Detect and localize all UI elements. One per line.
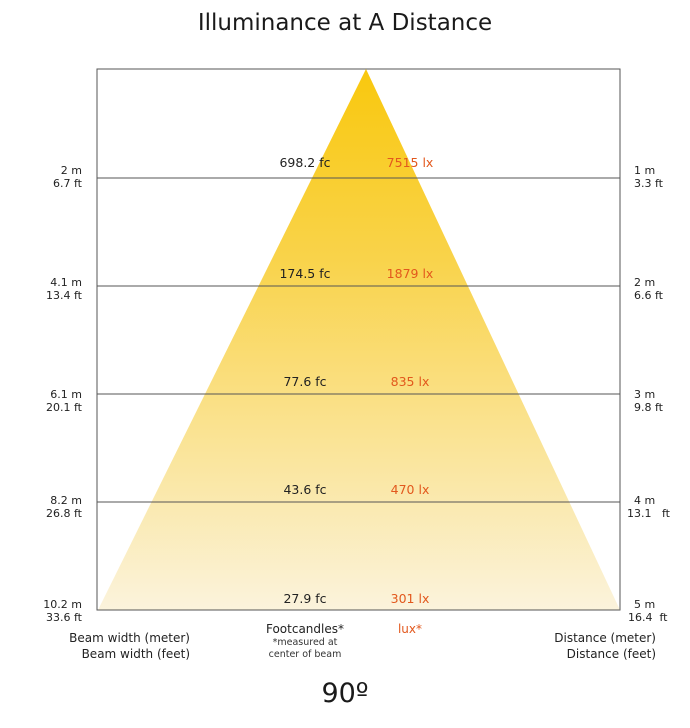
footcandles-note-line-1: *measured at bbox=[272, 637, 338, 648]
footcandles-value: 698.2 fc bbox=[279, 155, 331, 170]
lux-value: 1879 lx bbox=[386, 266, 434, 281]
footcandles-note-line-2: center of beam bbox=[268, 649, 342, 660]
beam-width-feet: 20.1 ft bbox=[46, 401, 82, 414]
lux-value: 835 lx bbox=[390, 374, 430, 389]
beam-width-feet: 13.4 ft bbox=[46, 289, 82, 302]
beam-width-meter-legend: Beam width (meter) bbox=[69, 631, 190, 645]
lux-header: lux* bbox=[397, 622, 423, 636]
footcandles-value: 174.5 fc bbox=[279, 266, 331, 281]
footcandles-value: 77.6 fc bbox=[283, 374, 327, 389]
beam-width-meter: 2 m bbox=[60, 164, 82, 177]
distance-feet: 13.1 ft bbox=[627, 507, 670, 520]
light-beam-cone bbox=[98, 69, 620, 610]
distance-label: 1 m 3.3 ft bbox=[634, 164, 663, 190]
distance-label: 3 m 9.8 ft bbox=[634, 388, 663, 414]
distance-feet: 6.6 ft bbox=[634, 289, 663, 302]
beam-width-label: 10.2 m 33.6 ft bbox=[2, 598, 82, 624]
beam-width-legend: Beam width (meter) Beam width (feet) bbox=[20, 630, 190, 662]
footcandles-note: *measured at center of beam bbox=[240, 637, 370, 661]
beam-width-feet: 6.7 ft bbox=[53, 177, 82, 190]
beam-width-label: 6.1 m 20.1 ft bbox=[2, 388, 82, 414]
beam-width-label: 8.2 m 26.8 ft bbox=[2, 494, 82, 520]
footcandles-header: Footcandles* bbox=[265, 622, 344, 636]
lux-value: 301 lx bbox=[390, 591, 430, 606]
beam-width-meter: 6.1 m bbox=[50, 388, 82, 401]
beam-width-feet: 26.8 ft bbox=[46, 507, 82, 520]
distance-meter: 3 m bbox=[634, 388, 656, 401]
distance-meter: 4 m bbox=[634, 494, 656, 507]
distance-meter-legend: Distance (meter) bbox=[554, 631, 656, 645]
beam-width-label: 2 m 6.7 ft bbox=[2, 164, 82, 190]
beam-width-feet: 33.6 ft bbox=[46, 611, 82, 624]
distance-feet-legend: Distance (feet) bbox=[566, 647, 656, 661]
distance-meter: 2 m bbox=[634, 276, 656, 289]
beam-width-label: 4.1 m 13.4 ft bbox=[2, 276, 82, 302]
distance-feet: 9.8 ft bbox=[634, 401, 663, 414]
beam-width-meter: 4.1 m bbox=[50, 276, 82, 289]
distance-legend: Distance (meter) Distance (feet) bbox=[500, 630, 656, 662]
distance-meter: 5 m bbox=[634, 598, 656, 611]
distance-label: 5 m 16.4 ft bbox=[628, 598, 667, 624]
distance-feet: 3.3 ft bbox=[634, 177, 663, 190]
lux-value: 7515 lx bbox=[386, 155, 434, 170]
beam-angle: 90º bbox=[321, 678, 369, 709]
beam-width-meter: 8.2 m bbox=[50, 494, 82, 507]
distance-meter: 1 m bbox=[634, 164, 656, 177]
beam-width-feet-legend: Beam width (feet) bbox=[81, 647, 190, 661]
distance-feet: 16.4 ft bbox=[628, 611, 668, 624]
lux-value: 470 lx bbox=[390, 482, 430, 497]
footcandles-value: 27.9 fc bbox=[283, 591, 327, 606]
diagram-title: Illuminance at A Distance bbox=[197, 10, 493, 36]
footcandles-value: 43.6 fc bbox=[283, 482, 327, 497]
distance-label: 2 m 6.6 ft bbox=[634, 276, 663, 302]
distance-label: 4 m 13.1 ft bbox=[627, 494, 670, 520]
beam-width-meter: 10.2 m bbox=[43, 598, 82, 611]
